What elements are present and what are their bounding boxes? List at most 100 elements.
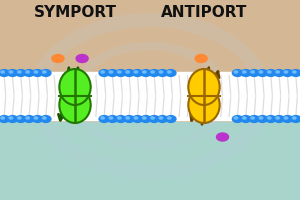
Circle shape bbox=[43, 117, 46, 119]
Circle shape bbox=[8, 116, 18, 122]
Circle shape bbox=[149, 116, 159, 122]
Circle shape bbox=[282, 116, 292, 122]
Circle shape bbox=[299, 70, 300, 76]
Circle shape bbox=[132, 116, 142, 122]
Circle shape bbox=[134, 71, 138, 73]
Circle shape bbox=[124, 70, 134, 76]
Circle shape bbox=[249, 116, 259, 122]
Circle shape bbox=[268, 117, 271, 119]
Circle shape bbox=[257, 70, 268, 76]
Bar bbox=[0, 122, 300, 200]
Circle shape bbox=[118, 117, 121, 119]
Circle shape bbox=[291, 70, 300, 76]
Circle shape bbox=[116, 70, 126, 76]
Circle shape bbox=[167, 117, 171, 119]
Circle shape bbox=[43, 71, 46, 73]
Circle shape bbox=[141, 70, 151, 76]
Circle shape bbox=[101, 71, 104, 73]
Circle shape bbox=[118, 71, 121, 73]
Circle shape bbox=[242, 71, 246, 73]
Circle shape bbox=[41, 116, 51, 122]
Circle shape bbox=[0, 70, 1, 76]
Circle shape bbox=[32, 116, 43, 122]
Circle shape bbox=[109, 71, 113, 73]
Circle shape bbox=[17, 117, 21, 119]
Circle shape bbox=[299, 116, 300, 122]
Circle shape bbox=[1, 71, 4, 73]
Circle shape bbox=[217, 133, 229, 141]
Circle shape bbox=[107, 116, 118, 122]
Circle shape bbox=[268, 71, 271, 73]
Circle shape bbox=[141, 116, 151, 122]
Circle shape bbox=[9, 117, 13, 119]
Circle shape bbox=[284, 117, 288, 119]
Circle shape bbox=[16, 116, 26, 122]
Circle shape bbox=[234, 71, 238, 73]
Circle shape bbox=[8, 70, 18, 76]
Circle shape bbox=[232, 70, 243, 76]
Circle shape bbox=[159, 117, 163, 119]
Circle shape bbox=[26, 71, 29, 73]
Circle shape bbox=[0, 116, 9, 122]
Bar bbox=[0, 0, 300, 122]
Circle shape bbox=[292, 117, 296, 119]
Circle shape bbox=[101, 117, 104, 119]
Circle shape bbox=[26, 117, 29, 119]
Circle shape bbox=[251, 71, 254, 73]
Circle shape bbox=[9, 71, 13, 73]
Circle shape bbox=[257, 116, 268, 122]
Circle shape bbox=[99, 70, 109, 76]
Circle shape bbox=[1, 117, 4, 119]
Circle shape bbox=[34, 117, 38, 119]
Circle shape bbox=[292, 71, 296, 73]
Circle shape bbox=[142, 71, 146, 73]
Circle shape bbox=[282, 70, 292, 76]
Circle shape bbox=[259, 117, 263, 119]
Circle shape bbox=[274, 116, 284, 122]
Circle shape bbox=[167, 71, 171, 73]
Ellipse shape bbox=[59, 69, 91, 105]
Circle shape bbox=[99, 116, 109, 122]
Circle shape bbox=[76, 54, 88, 62]
Circle shape bbox=[266, 116, 276, 122]
Circle shape bbox=[266, 70, 276, 76]
Circle shape bbox=[284, 71, 288, 73]
Circle shape bbox=[291, 116, 300, 122]
Circle shape bbox=[195, 54, 207, 62]
Circle shape bbox=[249, 70, 259, 76]
Circle shape bbox=[251, 117, 254, 119]
Circle shape bbox=[259, 71, 263, 73]
Circle shape bbox=[41, 70, 51, 76]
Circle shape bbox=[276, 71, 279, 73]
Circle shape bbox=[116, 116, 126, 122]
Circle shape bbox=[158, 116, 168, 122]
Circle shape bbox=[151, 117, 154, 119]
Circle shape bbox=[242, 117, 246, 119]
Circle shape bbox=[241, 70, 251, 76]
Circle shape bbox=[107, 70, 118, 76]
Circle shape bbox=[276, 117, 279, 119]
Circle shape bbox=[24, 70, 34, 76]
Circle shape bbox=[166, 116, 176, 122]
Circle shape bbox=[232, 116, 243, 122]
Circle shape bbox=[149, 70, 159, 76]
Circle shape bbox=[17, 71, 21, 73]
Circle shape bbox=[274, 70, 284, 76]
Circle shape bbox=[34, 71, 38, 73]
Circle shape bbox=[159, 71, 163, 73]
Circle shape bbox=[52, 54, 64, 62]
Bar bbox=[0, 72, 300, 120]
Circle shape bbox=[0, 70, 9, 76]
Circle shape bbox=[126, 117, 129, 119]
Ellipse shape bbox=[59, 87, 91, 123]
Circle shape bbox=[109, 117, 113, 119]
Ellipse shape bbox=[188, 69, 220, 105]
Circle shape bbox=[234, 117, 238, 119]
Text: SYMPORT: SYMPORT bbox=[34, 5, 116, 20]
Text: ANTIPORT: ANTIPORT bbox=[161, 5, 247, 20]
Circle shape bbox=[32, 70, 43, 76]
Circle shape bbox=[126, 71, 129, 73]
Circle shape bbox=[158, 70, 168, 76]
Circle shape bbox=[0, 116, 1, 122]
Circle shape bbox=[166, 70, 176, 76]
